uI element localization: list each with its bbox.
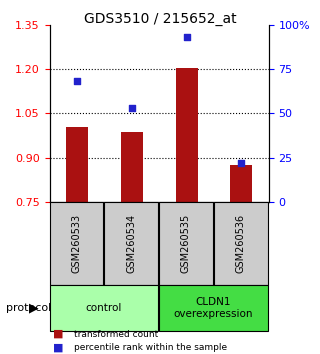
Text: ■: ■ — [53, 342, 63, 352]
Point — [75, 79, 80, 84]
Text: GSM260535: GSM260535 — [181, 214, 191, 273]
Text: percentile rank within the sample: percentile rank within the sample — [74, 343, 227, 352]
Text: control: control — [85, 303, 122, 313]
Bar — [230, 165, 252, 202]
Bar — [66, 127, 88, 202]
Point — [129, 105, 134, 111]
Text: ▶: ▶ — [29, 302, 38, 314]
Text: ■: ■ — [53, 329, 63, 339]
Bar — [176, 68, 197, 202]
Text: GSM260534: GSM260534 — [126, 214, 136, 273]
Text: GSM260533: GSM260533 — [71, 214, 81, 273]
Point — [239, 160, 244, 166]
Text: CLDN1
overexpression: CLDN1 overexpression — [174, 297, 253, 319]
Point — [184, 34, 189, 40]
Bar — [121, 132, 143, 202]
Text: protocol: protocol — [6, 303, 52, 313]
Text: GDS3510 / 215652_at: GDS3510 / 215652_at — [84, 12, 236, 27]
Text: transformed count: transformed count — [74, 330, 158, 339]
Text: GSM260536: GSM260536 — [236, 214, 246, 273]
